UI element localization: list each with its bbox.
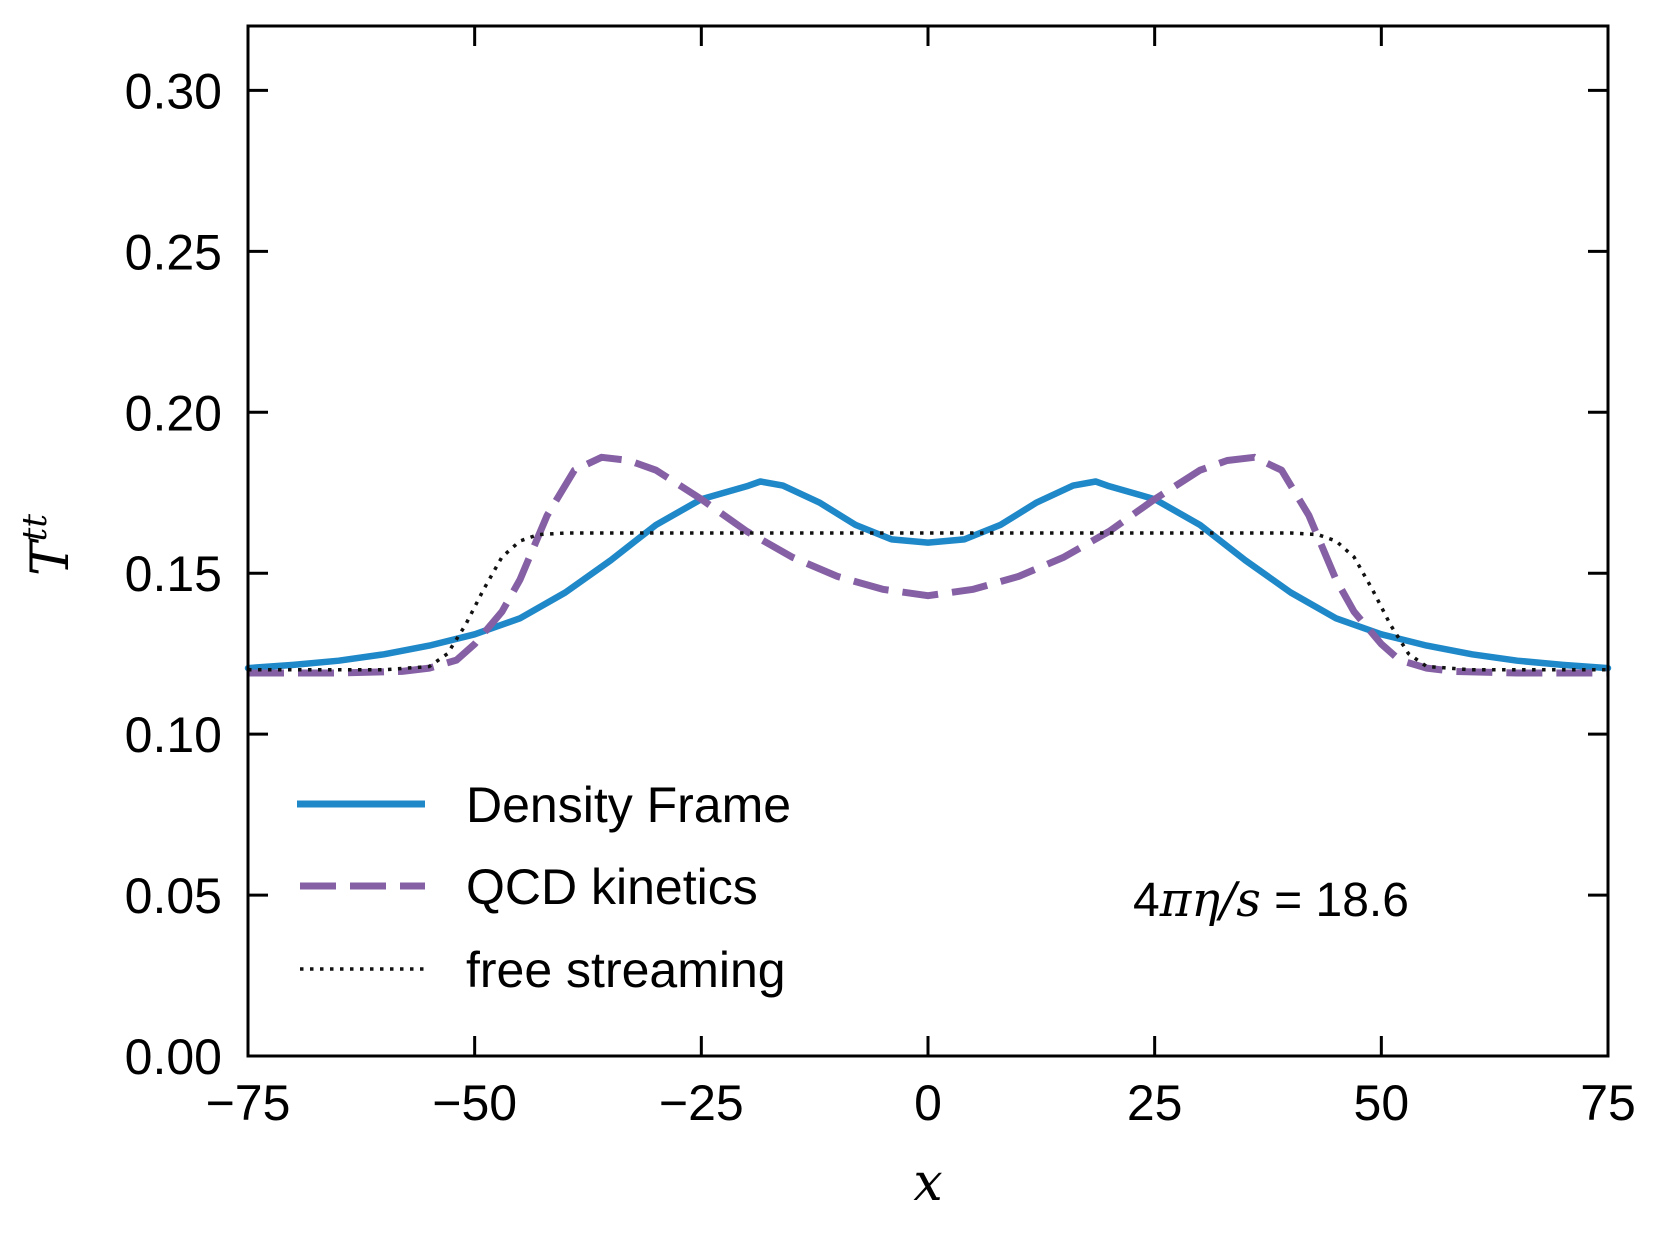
y-tick-label: 0.30 (125, 63, 222, 119)
series-line-qcd-kinetics (248, 453, 1608, 677)
y-axis-label-superscript: tt (15, 514, 55, 542)
series-line-free-streaming (248, 531, 1608, 672)
y-axis-label: Ttt (15, 514, 81, 576)
x-axis-label: x (913, 1153, 942, 1213)
x-tick-label: 75 (1580, 1075, 1636, 1131)
x-tick-label: 25 (1127, 1075, 1183, 1131)
y-tick-label: 0.20 (125, 385, 222, 441)
y-tick-label: 0.05 (125, 868, 222, 924)
x-tick-label: 50 (1354, 1075, 1410, 1131)
y-axis-label-main: T (21, 538, 81, 576)
y-tick-label: 0.00 (125, 1029, 222, 1085)
ticks-layer: −75 −50 −25 0 25 50 75 0.00 0.05 0.10 0.15 0.20 0.25… (125, 26, 1636, 1131)
legend-label-density-frame: Density Frame (466, 777, 791, 833)
x-tick-label: −25 (659, 1075, 744, 1131)
y-tick-label: 0.15 (125, 546, 222, 602)
svg-text:Ttt: Ttt (15, 514, 81, 576)
legend-label-qcd-kinetics: QCD kinetics (466, 859, 758, 915)
viscosity-annotation: 4πη/s = 18.6 (1133, 872, 1409, 928)
legend: Density Frame QCD kinetics free streamin… (297, 777, 791, 998)
x-tick-label: −50 (432, 1075, 517, 1131)
y-tick-label: 0.25 (125, 224, 222, 280)
series-line-density-frame (244, 478, 1612, 672)
y-tick-label: 0.10 (125, 707, 222, 763)
series-layer (244, 453, 1612, 677)
x-tick-label: 0 (914, 1075, 942, 1131)
legend-label-free-streaming: free streaming (466, 942, 786, 998)
x-tick-label: −75 (206, 1075, 291, 1131)
plot-frame (246, 24, 1610, 1058)
